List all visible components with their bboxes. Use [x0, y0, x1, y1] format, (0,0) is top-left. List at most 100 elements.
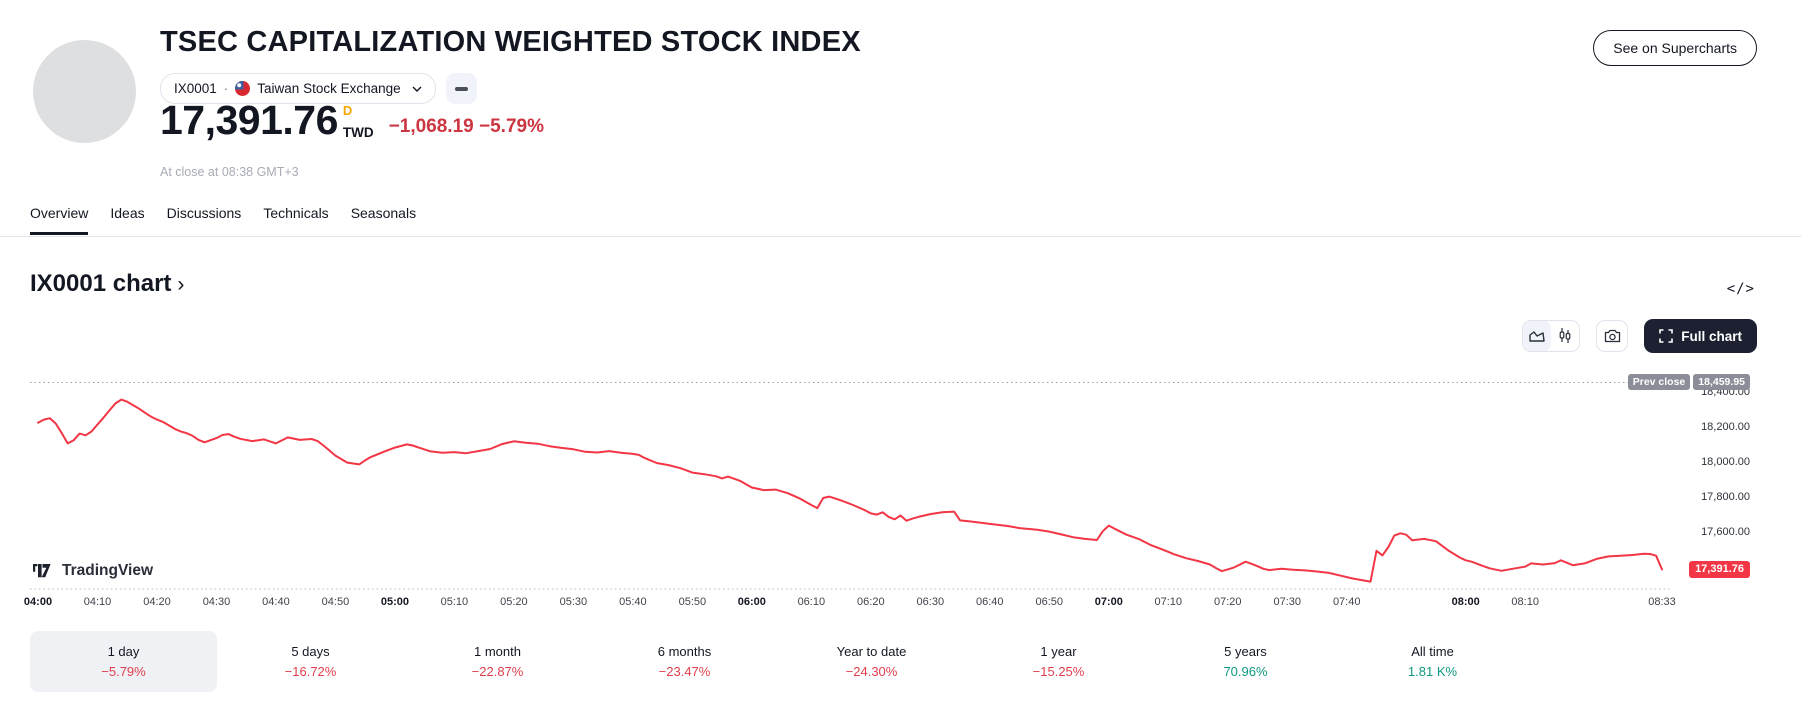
chart-section-link[interactable]: IX0001 chart ›	[30, 270, 184, 298]
price-row: 17,391.76 D TWD −1,068.19 −5.79%	[160, 97, 544, 143]
period-5-years[interactable]: 5 years 70.96%	[1152, 631, 1339, 692]
x-axis-label: 07:20	[1213, 596, 1242, 608]
price-area-fill	[38, 399, 1662, 590]
remove-from-watchlist-button[interactable]	[445, 73, 477, 104]
taiwan-flag-icon	[235, 81, 251, 96]
fullscreen-icon	[1659, 329, 1674, 343]
period-year-to-date[interactable]: Year to date −24.30%	[778, 631, 965, 692]
tab-technicals[interactable]: Technicals	[263, 205, 329, 221]
prev-close-flag: Prev close 18,459.95	[1627, 374, 1750, 391]
change-percent: −5.79%	[479, 116, 544, 138]
period-change: −22.87%	[471, 664, 524, 679]
period-label: 1 year	[1040, 644, 1077, 659]
area-chart-icon[interactable]	[1523, 321, 1552, 351]
last-price-tag: 17,391.76	[1689, 561, 1750, 579]
x-axis-label: 05:10	[440, 596, 469, 608]
x-axis-label: 05:50	[678, 596, 707, 608]
x-axis-label: 04:00	[23, 596, 53, 608]
period-change: −15.25%	[1032, 664, 1085, 679]
period-change: −5.79%	[101, 664, 146, 679]
period-change: −24.30%	[845, 664, 898, 679]
period-label: 5 years	[1224, 644, 1267, 659]
x-axis-label: 08:00	[1451, 596, 1480, 608]
period-1-year[interactable]: 1 year −15.25%	[965, 631, 1152, 692]
minus-icon	[454, 86, 468, 91]
symbol-avatar	[33, 40, 136, 143]
currency-label: TWD	[342, 125, 374, 141]
tab-seasonals[interactable]: Seasonals	[350, 205, 417, 221]
x-axis-label: 04:10	[83, 596, 112, 608]
x-axis-label: 04:30	[202, 596, 231, 608]
exchange-name: Taiwan Stock Exchange	[257, 81, 401, 96]
last-price: 17,391.76	[160, 97, 338, 143]
symbol-code: IX0001	[174, 81, 217, 96]
y-axis-label: 17,600.00	[1701, 525, 1750, 538]
x-axis-label: 06:20	[857, 596, 885, 608]
period-1-day[interactable]: 1 day −5.79%	[30, 631, 217, 692]
period-6-months[interactable]: 6 months −23.47%	[591, 631, 778, 692]
x-axis-label: 07:10	[1154, 596, 1183, 608]
period-1-month[interactable]: 1 month −22.87%	[404, 631, 591, 692]
page-title: TSEC CAPITALIZATION WEIGHTED STOCK INDEX	[160, 26, 861, 58]
x-axis-label: 05:00	[380, 596, 409, 608]
symbol-row: IX0001 · Taiwan Stock Exchange	[160, 73, 477, 104]
x-axis-label: 04:40	[262, 596, 290, 608]
x-axis-label: 06:40	[976, 596, 1004, 608]
snapshot-camera-icon[interactable]	[1596, 320, 1629, 352]
x-axis-label: 06:30	[916, 596, 945, 608]
x-axis-label: 04:50	[321, 596, 350, 608]
full-chart-button[interactable]: Full chart	[1644, 319, 1757, 353]
period-label: 1 month	[474, 644, 521, 659]
y-axis-label: 18,200.00	[1701, 420, 1750, 433]
chart-type-switcher	[1522, 320, 1581, 352]
x-axis-label: 06:50	[1035, 596, 1064, 608]
tab-overview[interactable]: Overview	[30, 205, 89, 235]
interval-badge: D	[342, 103, 353, 119]
x-axis-label: 05:30	[559, 596, 588, 608]
change-absolute: −1,068.19	[388, 116, 474, 138]
x-axis-label: 07:30	[1273, 596, 1301, 608]
tradingview-logo-icon	[33, 564, 55, 578]
x-axis-label: 05:40	[619, 596, 647, 608]
period-change: 1.81 K%	[1407, 664, 1458, 679]
candles-chart-icon[interactable]	[1551, 321, 1580, 351]
price-line	[37, 398, 1663, 583]
x-axis-label: 08:33	[1648, 596, 1676, 608]
x-axis: 04:00 04:10 04:20 04:30 04:40 04:50 05:00 05:10…	[24, 596, 1676, 612]
chevron-right-icon: ›	[177, 273, 185, 296]
y-axis-label: 17,800.00	[1701, 490, 1750, 503]
chart-section-heading: IX0001 chart	[30, 270, 172, 297]
x-axis-label: 08:10	[1511, 596, 1539, 608]
x-axis-label: 07:00	[1094, 596, 1123, 608]
see-on-supercharts-button[interactable]: See on Supercharts	[1593, 30, 1757, 66]
x-axis-label: 05:20	[500, 596, 528, 608]
chevron-down-icon	[412, 86, 422, 92]
period-all-time[interactable]: All time 1.81 K%	[1339, 631, 1526, 692]
tab-divider	[0, 236, 1801, 237]
period-change: 70.96%	[1223, 664, 1268, 679]
embed-code-icon[interactable]: </>	[1726, 281, 1755, 297]
symbol-switcher[interactable]: IX0001 · Taiwan Stock Exchange	[160, 73, 436, 104]
separator: ·	[223, 81, 229, 96]
chart-toolbar: Full chart	[1522, 319, 1757, 353]
period-label: 1 day	[107, 644, 140, 659]
period-change: −16.72%	[284, 664, 337, 679]
tab-discussions[interactable]: Discussions	[166, 205, 242, 221]
x-axis-label: 04:20	[143, 596, 171, 608]
price-chart[interactable]	[30, 330, 1670, 590]
tradingview-logo-text: TradingView	[62, 562, 154, 579]
period-label: 6 months	[657, 644, 712, 659]
prev-close-value: 18,459.95	[1693, 374, 1750, 391]
market-status: At close at 08:38 GMT+3	[160, 165, 299, 179]
period-5-days[interactable]: 5 days −16.72%	[217, 631, 404, 692]
prev-close-label: Prev close	[1627, 374, 1691, 391]
period-change: −23.47%	[658, 664, 711, 679]
full-chart-label: Full chart	[1681, 328, 1742, 344]
period-label: All time	[1411, 644, 1454, 659]
y-axis-label: 18,000.00	[1701, 455, 1750, 468]
period-label: 5 days	[291, 644, 330, 659]
tradingview-logo[interactable]: TradingView	[33, 562, 153, 580]
period-bar: 1 day −5.79% 5 days −16.72% 1 month −22.87% 6 …	[30, 631, 1526, 692]
tab-ideas[interactable]: Ideas	[110, 205, 145, 221]
